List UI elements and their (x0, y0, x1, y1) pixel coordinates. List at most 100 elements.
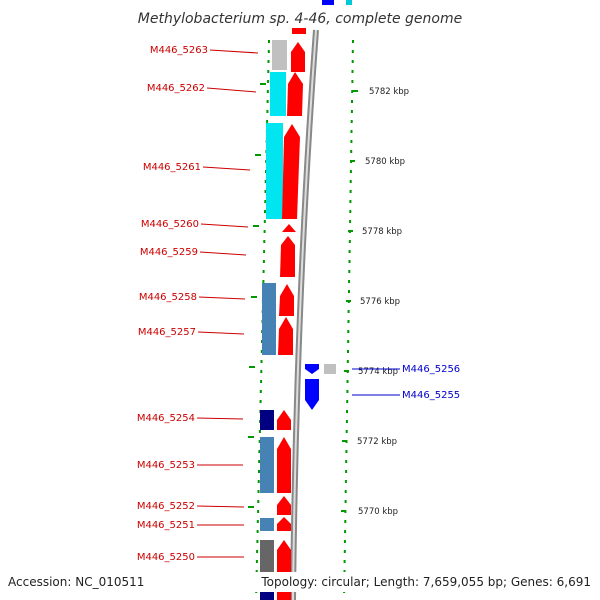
left-tick-dot (263, 240, 266, 243)
left-tick-dot (264, 190, 267, 193)
right-tick-dot (349, 220, 352, 223)
genome-title: Methylobacterium sp. 4-46, complete geno… (138, 11, 462, 27)
right-tick-dot (351, 80, 354, 83)
left-tick-dot (260, 360, 263, 363)
feature-bar-5254 (260, 410, 274, 430)
left-tick-dot (258, 430, 261, 433)
left-tick-dot (262, 260, 265, 263)
scale-label-5782: 5782 kbp (369, 87, 409, 97)
left-tick-dot (264, 180, 267, 183)
right-tick-dot (351, 100, 353, 103)
gene-label-M446_5251: M446_5251 (137, 520, 195, 531)
left-tick-dot (262, 270, 265, 273)
left-tick-dot (258, 460, 261, 463)
right-tick-dot (347, 350, 349, 353)
left-tick-dot (256, 530, 259, 533)
right-tick-dot (343, 540, 346, 543)
gene-arrow-M446_5258 (279, 284, 294, 316)
right-tick-dot (347, 330, 350, 333)
gene-arrow-M446_5253 (277, 437, 291, 493)
right-tick-dot (346, 390, 349, 393)
left-tick-dot (267, 80, 270, 83)
gene-label-M446_5253: M446_5253 (137, 460, 195, 471)
left-tick-dot (260, 350, 263, 353)
gene-arrow-M446_5261 (282, 124, 300, 219)
right-tick-dot (351, 90, 354, 93)
right-tick-dot (350, 130, 353, 133)
right-tick-dot (346, 400, 349, 403)
right-tick-dot (349, 180, 352, 183)
right-tick-dot (346, 410, 348, 413)
left-tick-dot (258, 470, 260, 473)
right-tick-dot (350, 140, 353, 143)
feature-bars (260, 40, 287, 600)
forward-gene-track (277, 42, 305, 600)
right-tick-dot (349, 210, 352, 213)
left-tick-dot (259, 400, 262, 403)
right-tick-dot (348, 290, 350, 293)
right-tick-dot (343, 560, 346, 563)
left-tick-dot (258, 440, 261, 443)
gene-arrow-M446_5257 (278, 317, 293, 355)
footer-backdrop (255, 572, 600, 592)
left-tick-dot (263, 250, 266, 253)
gene-arrow-M446_5254 (277, 410, 291, 430)
right-tick-dot (346, 360, 349, 363)
right-tick-dot (349, 200, 352, 203)
partial-forward-gene (292, 28, 306, 34)
right-tick-dot (348, 260, 351, 263)
gene-arrow-M446_5260 (282, 224, 296, 232)
right-tick-dot (344, 500, 347, 503)
gene-arrow-M446_5263 (291, 42, 305, 72)
right-tick-dot (350, 150, 353, 153)
gene-arrow-M446_5259 (280, 236, 295, 277)
scale-label-5774: 5774 kbp (358, 367, 398, 377)
left-tick-dot (263, 220, 266, 223)
left-tick-dot (257, 490, 260, 493)
left-tick-dot (258, 450, 261, 453)
top-partial-features (292, 0, 352, 34)
feature-bar-bottom (260, 592, 274, 600)
feature-bar-5251 (260, 518, 274, 531)
right-tick-dot (345, 450, 348, 453)
left-tick-dot (256, 520, 259, 523)
gene-label-M446_5254: M446_5254 (137, 413, 195, 424)
feature-bar-5253 (260, 437, 274, 493)
gene-label-M446_5252: M446_5252 (137, 501, 195, 512)
right-tick-dot (351, 60, 354, 63)
partial-reverse-gene (322, 0, 334, 5)
right-tick-dot (344, 480, 347, 483)
left-tick-dot (264, 210, 266, 213)
gene-label-M446_5258: M446_5258 (139, 292, 197, 303)
left-tick-dot (266, 100, 269, 103)
scale-labels: 5782 kbp 5780 kbp 5778 kbp 5776 kbp 5774… (341, 87, 409, 517)
right-tick-dot (346, 380, 349, 383)
gene-label-M446_5255: M446_5255 (402, 390, 460, 401)
right-tick-dot (348, 270, 351, 273)
scale-label-5778: 5778 kbp (362, 227, 402, 237)
right-tick-dot (351, 70, 354, 73)
gene-arrow-M446_5256 (305, 364, 319, 374)
scale-label-5770: 5770 kbp (358, 507, 398, 517)
genome-backbone (290, 29, 319, 600)
left-tick-dot (264, 200, 267, 203)
scale-label-5776: 5776 kbp (360, 297, 400, 307)
gene-label-M446_5257: M446_5257 (138, 327, 196, 338)
left-tick-dot (255, 560, 258, 563)
right-tick-dot (345, 470, 348, 473)
gene-label-M446_5259: M446_5259 (140, 247, 198, 258)
right-tick-dot (351, 50, 354, 53)
left-tick-dot (255, 570, 258, 573)
left-tick-dot (257, 500, 260, 503)
gene-arrow-M446_5252 (277, 496, 291, 515)
forward-gene-labels: M446_5263 M446_5262 M446_5261 M446_5260 … (137, 45, 259, 563)
reverse-gene-track (305, 364, 336, 410)
left-tick-dot (256, 540, 259, 543)
gene-label-M446_5260: M446_5260 (141, 219, 199, 230)
gene-label-M446_5263: M446_5263 (150, 45, 208, 56)
left-tick-dot (267, 70, 270, 73)
right-tick-dot (350, 120, 353, 123)
right-tick-dot (343, 570, 346, 573)
gene-label-M446_5261: M446_5261 (143, 162, 201, 173)
left-short-ticks (248, 83, 266, 508)
